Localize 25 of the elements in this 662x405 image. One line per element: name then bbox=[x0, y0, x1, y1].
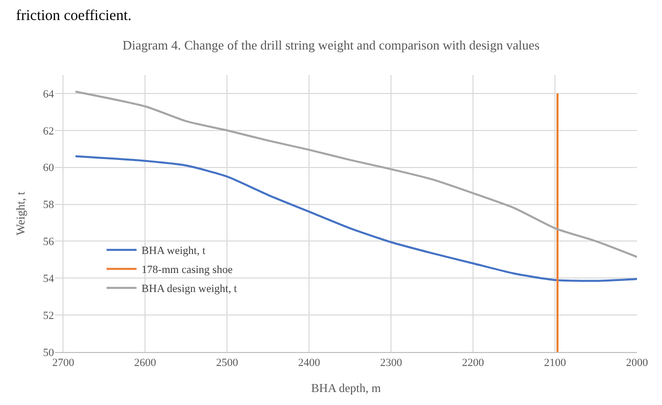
y-tick-label: 56 bbox=[43, 236, 54, 248]
line-series bbox=[74, 90, 637, 258]
x-tick-label: 2700 bbox=[52, 357, 75, 370]
y-tick-label: 54 bbox=[43, 272, 54, 285]
x-tick-label: 2200 bbox=[462, 357, 485, 370]
y-tick-label: 58 bbox=[43, 199, 54, 212]
y-axis-title: Weight, t bbox=[13, 190, 28, 236]
legend-label: BHA design weight, t bbox=[142, 283, 237, 296]
y-tick-label: 64 bbox=[43, 88, 54, 100]
x-tick-label: 2300 bbox=[380, 357, 403, 370]
x-tick-label: 2100 bbox=[544, 357, 567, 370]
y-tick-label: 60 bbox=[43, 162, 54, 174]
legend-label: 178-mm casing shoe bbox=[142, 264, 233, 276]
text: friction coefficient. bbox=[16, 8, 132, 24]
x-axis-title: BHA depth, m bbox=[311, 381, 382, 396]
chart-title: Diagram 4. Change of the drill string weight and comparison with design values bbox=[122, 38, 540, 53]
y-tick-label: 52 bbox=[43, 310, 54, 322]
x-tick-label: 2600 bbox=[134, 357, 157, 370]
x-tick-label: 2500 bbox=[216, 357, 239, 370]
y-tick-label: 62 bbox=[43, 125, 54, 138]
legend-label: BHA weight, t bbox=[142, 245, 206, 258]
x-tick-label: 2400 bbox=[298, 357, 321, 370]
line-series bbox=[74, 155, 637, 282]
x-tick-label: 2000 bbox=[626, 357, 648, 370]
y-tick-label: 50 bbox=[43, 346, 54, 359]
